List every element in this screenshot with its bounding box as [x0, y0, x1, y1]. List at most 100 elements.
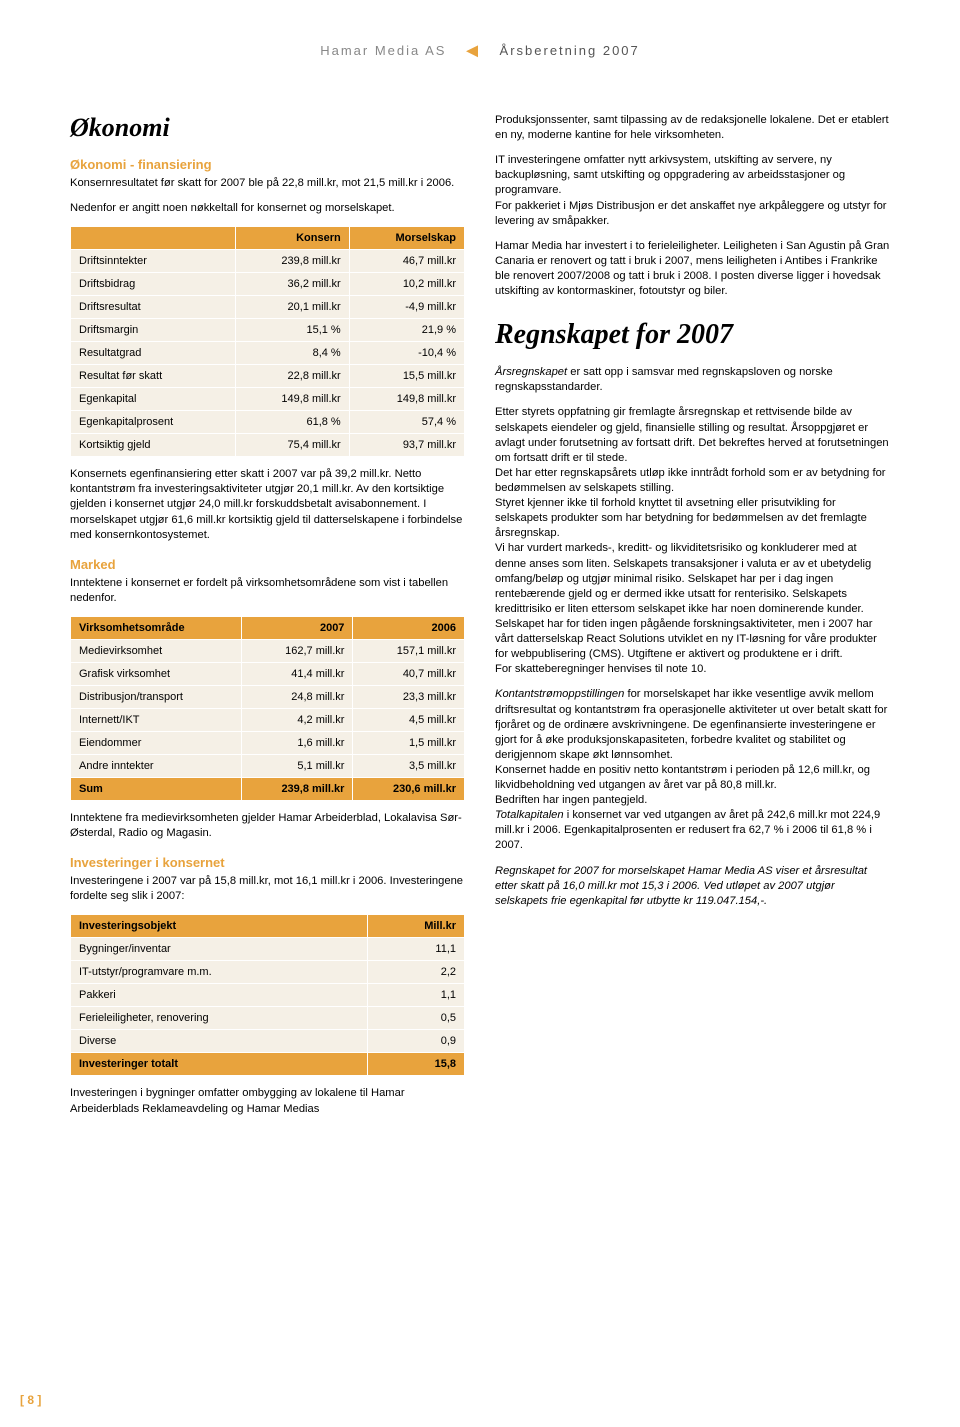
td: 15,5 mill.kr	[349, 365, 464, 388]
table-virksomhet: Virksomhetsområde 2007 2006 Medievirksom…	[70, 616, 465, 801]
td: 2,2	[368, 961, 465, 984]
td: Andre inntekter	[71, 754, 242, 777]
td: 11,1	[368, 938, 465, 961]
span: IT investeringene omfatter nytt arkivsys…	[495, 154, 845, 196]
p-inv-2: Investeringen i bygninger omfatter ombyg…	[70, 1086, 465, 1116]
header-left: Hamar Media AS	[320, 43, 446, 58]
td: Resultatgrad	[71, 342, 236, 365]
td: Ferieleiligheter, renovering	[71, 1007, 368, 1030]
p-fin-3: Konsernets egenfinansiering etter skatt …	[70, 467, 465, 543]
td: Grafisk virksomhet	[71, 662, 242, 685]
heading-marked: Marked	[70, 557, 465, 572]
td: 4,5 mill.kr	[353, 708, 465, 731]
th	[71, 227, 236, 250]
title-regnskap: Regnskapet for 2007	[495, 319, 890, 351]
p-r2: IT investeringene omfatter nytt arkivsys…	[495, 153, 890, 229]
span: For skatteberegninger henvises til note …	[495, 663, 706, 675]
p-r1: Produksjonssenter, samt tilpassing av de…	[495, 113, 890, 143]
td: 4,2 mill.kr	[241, 708, 353, 731]
td: Investeringer totalt	[71, 1053, 368, 1076]
td: 10,2 mill.kr	[349, 273, 464, 296]
td: 1,6 mill.kr	[241, 731, 353, 754]
td: 0,5	[368, 1007, 465, 1030]
p-marked: Inntektene i konsernet er fordelt på vir…	[70, 576, 465, 606]
td: Distribusjon/transport	[71, 685, 242, 708]
td: -4,9 mill.kr	[349, 296, 464, 319]
td: Diverse	[71, 1030, 368, 1053]
td: 239,8 mill.kr	[236, 250, 349, 273]
td: 21,9 %	[349, 319, 464, 342]
p-inv: Investeringene i 2007 var på 15,8 mill.k…	[70, 874, 465, 904]
span: Konsernet hadde en positiv netto kontant…	[495, 764, 870, 791]
p-r12: Kontantstrømoppstillingen for morselskap…	[495, 687, 890, 853]
p-marked-2: Inntektene fra medievirksomheten gjelder…	[70, 811, 465, 841]
th: Virksomhetsområde	[71, 616, 242, 639]
span: Styret kjenner ikke til forhold knyttet …	[495, 497, 867, 539]
p-r6: Etter styrets oppfatning gir fremlagte å…	[495, 405, 890, 677]
td: 8,4 %	[236, 342, 349, 365]
td: 75,4 mill.kr	[236, 434, 349, 457]
td: -10,4 %	[349, 342, 464, 365]
span-ital: Kontantstrømoppstillingen	[495, 688, 624, 700]
span: For pakkeriet i Mjøs Distribusjon er det…	[495, 200, 887, 227]
td: Pakkeri	[71, 984, 368, 1007]
p-fin-1: Konsernresultatet før skatt for 2007 ble…	[70, 176, 465, 191]
td: 157,1 mill.kr	[353, 639, 465, 662]
td: 93,7 mill.kr	[349, 434, 464, 457]
td: 22,8 mill.kr	[236, 365, 349, 388]
span-ital: Totalkapitalen	[495, 809, 564, 821]
td: Kortsiktig gjeld	[71, 434, 236, 457]
span: Vi har vurdert markeds-, kreditt- og lik…	[495, 542, 871, 614]
th: 2006	[353, 616, 465, 639]
td: 1,1	[368, 984, 465, 1007]
span: Etter styrets oppfatning gir fremlagte å…	[495, 406, 889, 463]
table-investeringer: Investeringsobjekt Mill.kr Bygninger/inv…	[70, 914, 465, 1076]
th: Investeringsobjekt	[71, 915, 368, 938]
td: Internett/IKT	[71, 708, 242, 731]
td: 15,8	[368, 1053, 465, 1076]
td: 3,5 mill.kr	[353, 754, 465, 777]
heading-investeringer: Investeringer i konsernet	[70, 855, 465, 870]
td: 41,4 mill.kr	[241, 662, 353, 685]
td: 36,2 mill.kr	[236, 273, 349, 296]
page-number: [ 8 ]	[20, 1393, 41, 1407]
td: 20,1 mill.kr	[236, 296, 349, 319]
td: Sum	[71, 777, 242, 800]
p-r5: Årsregnskapet er satt opp i samsvar med …	[495, 365, 890, 395]
td: 0,9	[368, 1030, 465, 1053]
td: 149,8 mill.kr	[349, 388, 464, 411]
right-column: Produksjonssenter, samt tilpassing av de…	[495, 113, 890, 1127]
td: 5,1 mill.kr	[241, 754, 353, 777]
th: Konsern	[236, 227, 349, 250]
td: 40,7 mill.kr	[353, 662, 465, 685]
title-okonomi: Økonomi	[70, 113, 465, 143]
td: 162,7 mill.kr	[241, 639, 353, 662]
page-header: Hamar Media AS ◄ Årsberetning 2007	[70, 40, 890, 63]
td: 15,1 %	[236, 319, 349, 342]
table-nokkeltall: Konsern Morselskap Driftsinntekter239,8 …	[70, 226, 465, 457]
td: 149,8 mill.kr	[236, 388, 349, 411]
td: Bygninger/inventar	[71, 938, 368, 961]
th: 2007	[241, 616, 353, 639]
header-right: Årsberetning 2007	[500, 43, 640, 58]
td: Driftsbidrag	[71, 273, 236, 296]
td: Egenkapital	[71, 388, 236, 411]
td: Driftsresultat	[71, 296, 236, 319]
td: Egenkapitalprosent	[71, 411, 236, 434]
p-r16: Regnskapet for 2007 for morselskapet Ham…	[495, 864, 890, 909]
td: 1,5 mill.kr	[353, 731, 465, 754]
p-r4: Hamar Media har investert i to ferieleil…	[495, 239, 890, 299]
td: 230,6 mill.kr	[353, 777, 465, 800]
td: IT-utstyr/programvare m.m.	[71, 961, 368, 984]
td: Medievirksomhet	[71, 639, 242, 662]
span: Det har etter regnskapsårets utløp ikke …	[495, 467, 886, 494]
td: Driftsmargin	[71, 319, 236, 342]
td: 23,3 mill.kr	[353, 685, 465, 708]
span-ital: Årsregnskapet	[495, 366, 567, 378]
td: 46,7 mill.kr	[349, 250, 464, 273]
span: Selskapet har for tiden ingen pågående f…	[495, 618, 877, 660]
heading-finansiering: Økonomi - finansiering	[70, 157, 465, 172]
td: Resultat før skatt	[71, 365, 236, 388]
td: 61,8 %	[236, 411, 349, 434]
span: Bedriften har ingen pantegjeld.	[495, 794, 647, 806]
